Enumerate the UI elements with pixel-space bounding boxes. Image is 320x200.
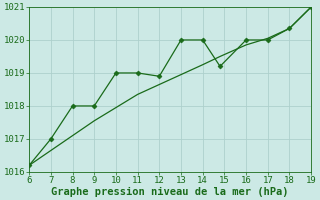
X-axis label: Graphe pression niveau de la mer (hPa): Graphe pression niveau de la mer (hPa) bbox=[52, 186, 289, 197]
